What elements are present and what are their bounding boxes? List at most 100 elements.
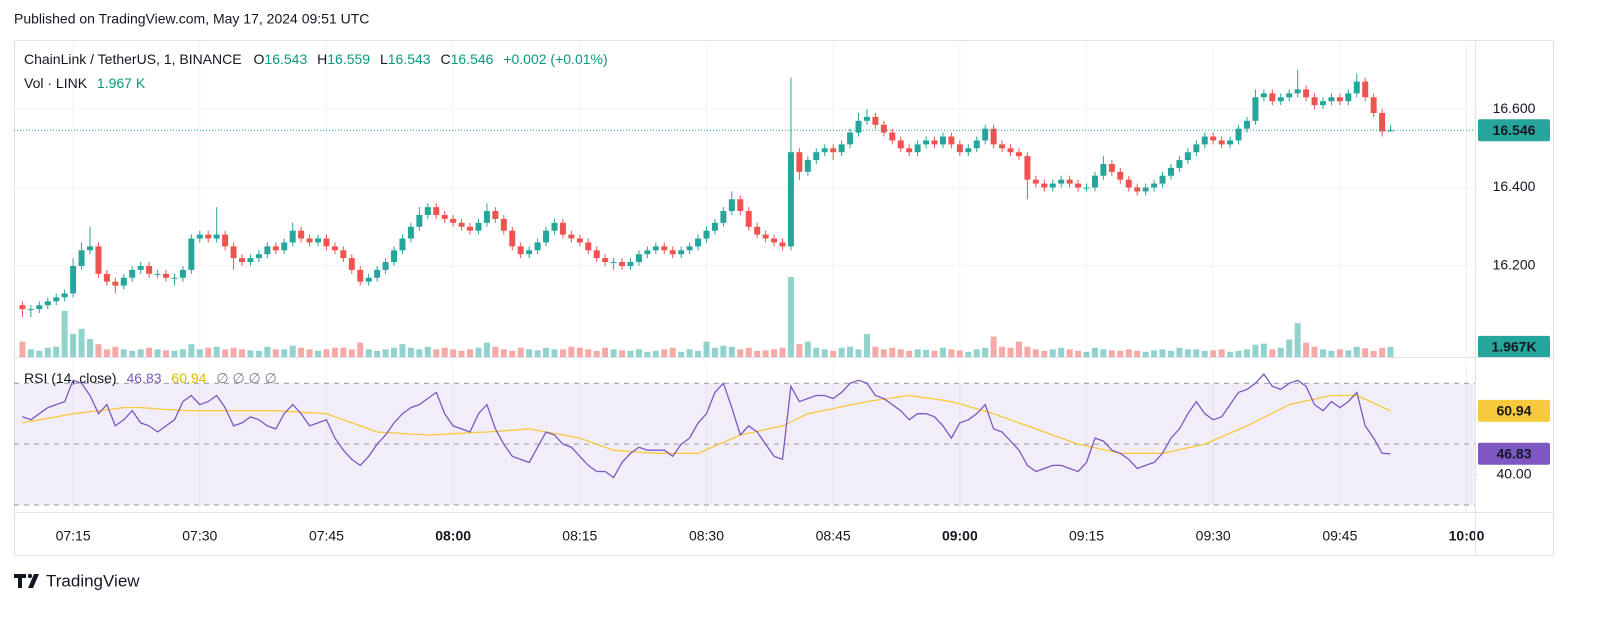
volume-bar bbox=[948, 349, 955, 357]
volume-bar bbox=[1032, 349, 1039, 357]
candle-body bbox=[205, 234, 212, 239]
candle-body bbox=[956, 144, 963, 153]
candle-body bbox=[863, 116, 870, 121]
volume-bar bbox=[154, 349, 161, 357]
y-tick-label: 40.00 bbox=[1496, 465, 1531, 481]
candle-body bbox=[593, 250, 600, 259]
rsi-ma-value: 60.94 bbox=[171, 370, 206, 386]
candle-body bbox=[787, 152, 794, 247]
candle-body bbox=[931, 140, 938, 145]
logo-slash bbox=[28, 574, 39, 588]
candle-body bbox=[19, 305, 26, 310]
volume-bar bbox=[53, 346, 60, 357]
candle-body bbox=[1066, 179, 1073, 184]
volume-bar bbox=[1303, 342, 1310, 357]
volume-bar bbox=[27, 349, 34, 357]
candle-body bbox=[1345, 93, 1352, 102]
candle-body bbox=[475, 222, 482, 231]
candle-body bbox=[120, 277, 127, 286]
candle-body bbox=[1269, 93, 1276, 102]
candle-body bbox=[1243, 120, 1250, 129]
volume-bar bbox=[1193, 349, 1200, 357]
volume-bar bbox=[711, 347, 718, 357]
volume-bar bbox=[1108, 350, 1115, 357]
candle-body bbox=[517, 246, 524, 255]
volume-bar bbox=[576, 347, 583, 357]
volume-bar bbox=[264, 346, 271, 357]
candle-body bbox=[1167, 167, 1174, 176]
volume-bar bbox=[1328, 350, 1335, 357]
candle-body bbox=[289, 230, 296, 243]
candle-body bbox=[483, 211, 490, 223]
candle-body bbox=[264, 246, 271, 255]
x-tick-label: 10:00 bbox=[1449, 528, 1485, 544]
candle-body bbox=[154, 273, 161, 275]
candle-body bbox=[678, 250, 685, 255]
candle-body bbox=[450, 218, 457, 223]
candle-body bbox=[830, 148, 837, 153]
volume-bar bbox=[728, 346, 735, 357]
volume-bar bbox=[661, 349, 668, 357]
candle-body bbox=[627, 262, 634, 266]
volume-bar bbox=[771, 349, 778, 357]
candle-body bbox=[467, 226, 474, 231]
close-value: 16.546 bbox=[451, 51, 494, 67]
candle-body bbox=[70, 265, 77, 294]
volume-bar bbox=[796, 344, 803, 357]
candle-body bbox=[340, 250, 347, 259]
volume-bar bbox=[399, 344, 406, 357]
volume-bar bbox=[441, 347, 448, 357]
candle-body bbox=[838, 144, 845, 153]
symbol-title: ChainLink / TetherUS, 1, BINANCE bbox=[24, 51, 242, 67]
candle-body bbox=[399, 238, 406, 251]
x-tick-label: 09:30 bbox=[1196, 528, 1231, 544]
volume-bar bbox=[272, 349, 279, 357]
candle-body bbox=[897, 140, 904, 149]
candle-body bbox=[661, 246, 668, 251]
volume-bar bbox=[1159, 349, 1166, 357]
candle-body bbox=[492, 211, 499, 219]
volume-bar bbox=[1294, 323, 1301, 357]
volume-bar bbox=[87, 339, 94, 357]
candle-body bbox=[1032, 179, 1039, 184]
volume-bar bbox=[745, 347, 752, 357]
candle-body bbox=[948, 136, 955, 145]
candle-body bbox=[331, 246, 338, 251]
volume-bar bbox=[1243, 349, 1250, 357]
candle-body bbox=[163, 273, 170, 278]
volume-bar bbox=[1066, 349, 1073, 357]
volume-bar bbox=[281, 349, 288, 357]
candle-body bbox=[1151, 183, 1158, 188]
candle-body bbox=[796, 152, 803, 172]
volume-legend: Vol · LINK 1.967 K bbox=[24, 75, 146, 91]
candle-body bbox=[1159, 175, 1166, 184]
candle-body bbox=[315, 238, 322, 243]
volume-bar bbox=[1336, 349, 1343, 357]
volume-bar bbox=[1286, 339, 1293, 357]
candle-body bbox=[1319, 101, 1326, 106]
candle-body bbox=[1311, 97, 1318, 106]
volume-bar bbox=[627, 350, 634, 357]
volume-bar bbox=[619, 350, 626, 357]
volume-bar bbox=[1362, 348, 1369, 357]
candle-body bbox=[298, 230, 305, 239]
volume-axis-label: 1.967K bbox=[1491, 339, 1536, 355]
volume-bar bbox=[813, 347, 820, 357]
y-tick-label: 16.200 bbox=[1493, 257, 1536, 273]
candle-body bbox=[255, 254, 262, 259]
candle-body bbox=[1058, 179, 1065, 184]
volume-bar bbox=[678, 351, 685, 357]
candle-body bbox=[441, 214, 448, 219]
candle-body bbox=[53, 297, 60, 302]
volume-bar bbox=[1151, 350, 1158, 357]
candle-body bbox=[610, 262, 617, 264]
volume-bar bbox=[914, 349, 921, 357]
open-label: O bbox=[254, 51, 265, 67]
candle-body bbox=[500, 218, 507, 231]
volume-bar bbox=[990, 336, 997, 357]
candle-body bbox=[1277, 97, 1284, 102]
candle-body bbox=[728, 199, 735, 212]
rsi-title: RSI (14, close) bbox=[24, 370, 117, 386]
volume-bar bbox=[610, 349, 617, 357]
brand-logo bbox=[14, 573, 39, 588]
